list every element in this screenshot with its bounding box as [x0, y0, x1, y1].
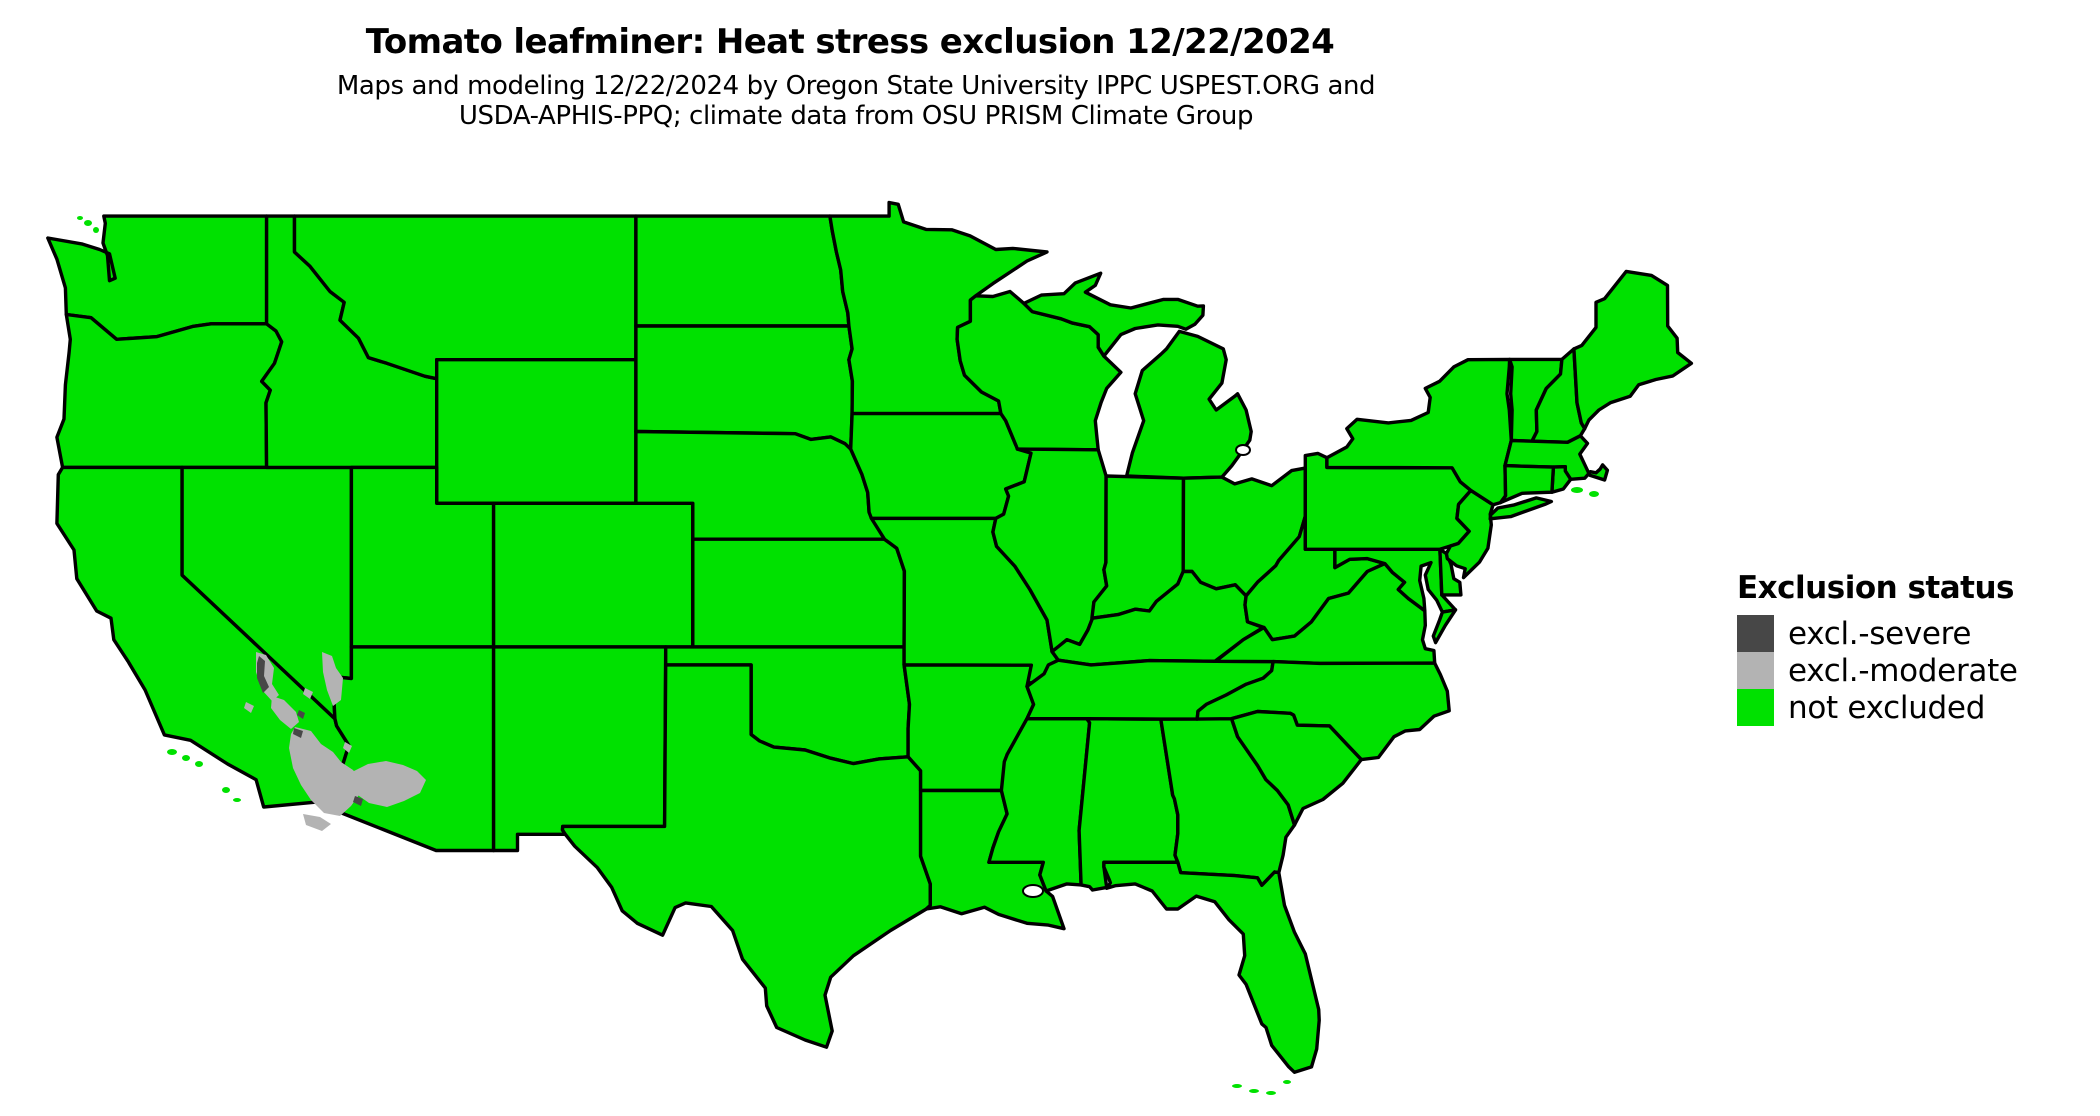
map-subtitle-line2: USDA-APHIS-PPQ; climate data from OSU PR…: [458, 101, 1254, 131]
legend-swatch-severe-icon: [1737, 615, 1774, 652]
state-me: [1572, 269, 1694, 431]
state-tx: [560, 663, 932, 1049]
legend-swatch-moderate-icon: [1737, 652, 1774, 689]
legend-label-moderate: excl.-moderate: [1788, 652, 2018, 689]
state-ks: [691, 537, 907, 649]
state-ct: [1498, 463, 1556, 505]
state-ia: [849, 411, 1033, 521]
state-az: [328, 645, 496, 853]
state-nj: [1444, 488, 1495, 580]
state-wy: [435, 358, 638, 505]
map-subtitle-line1: Maps and modeling 12/22/2024 by Oregon S…: [336, 71, 1376, 101]
legend-swatch-not-excluded-icon: [1737, 689, 1774, 726]
state-sc: [1229, 709, 1364, 827]
legend-item-not-excluded: not excluded: [1737, 689, 2018, 726]
legend-label-not-excluded: not excluded: [1788, 689, 1986, 726]
island-specks: [77, 216, 1599, 1095]
state-va2: [1431, 608, 1458, 645]
legend-label-severe: excl.-severe: [1788, 615, 1972, 652]
state-mi: [1124, 329, 1253, 480]
state-or: [55, 312, 284, 470]
legend-item-severe: excl.-severe: [1737, 615, 2018, 652]
legend: Exclusion status excl.-severe excl.-mode…: [1737, 570, 2018, 726]
state-co: [491, 501, 695, 649]
map-title: Tomato leafminer: Heat stress exclusion …: [365, 22, 1335, 62]
map-subtitle: Maps and modeling 12/22/2024 by Oregon S…: [0, 71, 1712, 131]
legend-item-moderate: excl.-moderate: [1737, 652, 2018, 689]
excluded-severe-patches: [257, 656, 363, 806]
state-mi_up: [1022, 271, 1206, 358]
state-fl: [1102, 860, 1321, 1075]
state-li: [1488, 496, 1554, 521]
states-layer: [46, 200, 1694, 1075]
legend-title: Exclusion status: [1737, 570, 2015, 606]
state-nd: [634, 214, 851, 328]
state-nm: [491, 645, 668, 853]
inland-lakes: [1022, 444, 1251, 898]
